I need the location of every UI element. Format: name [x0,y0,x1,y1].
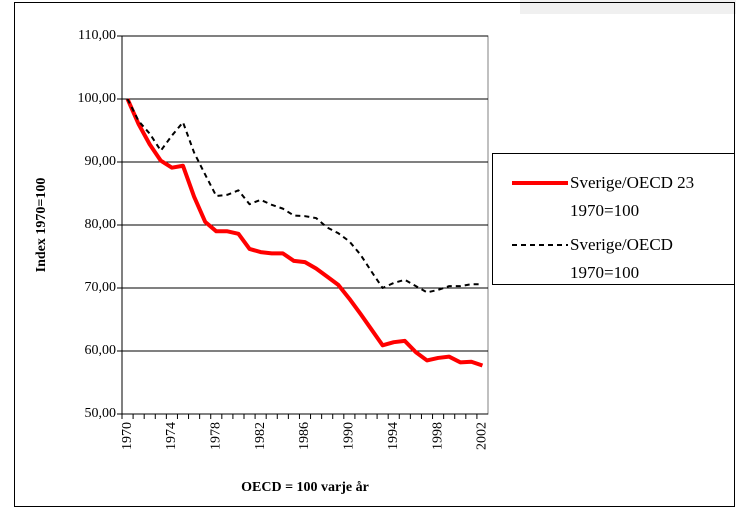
y-tick-label: 100,00 [78,91,117,106]
y-tick-label: 90,00 [85,154,117,169]
y-axis-title: Index 1970=100 [34,178,49,273]
x-tick-label: 1970 [120,422,135,450]
series-line [125,98,484,368]
y-tick-label: 50,00 [85,406,117,421]
y-tick-label: 70,00 [85,280,117,295]
y-tick-label: 60,00 [85,343,117,358]
x-tick-label: 1978 [208,422,223,450]
x-tick-label: 1974 [164,422,179,450]
x-tick-label: 1990 [342,422,357,450]
x-tick-label: 1998 [430,422,445,450]
x-axis-title: OECD = 100 varje år [241,480,369,495]
x-tick-label: 2002 [475,422,490,450]
series-line [126,98,483,294]
x-tick-label: 1994 [386,422,401,450]
legend-box [492,153,735,285]
y-tick-label: 110,00 [78,28,116,43]
legend-label: Sverige/OECD 1970=100 [570,235,673,282]
legend-label: Sverige/OECD 23 1970=100 [570,173,695,220]
background-strip [520,0,736,14]
x-tick-label: 1982 [253,422,268,450]
y-tick-label: 80,00 [85,217,117,232]
x-tick-label: 1986 [297,422,312,450]
